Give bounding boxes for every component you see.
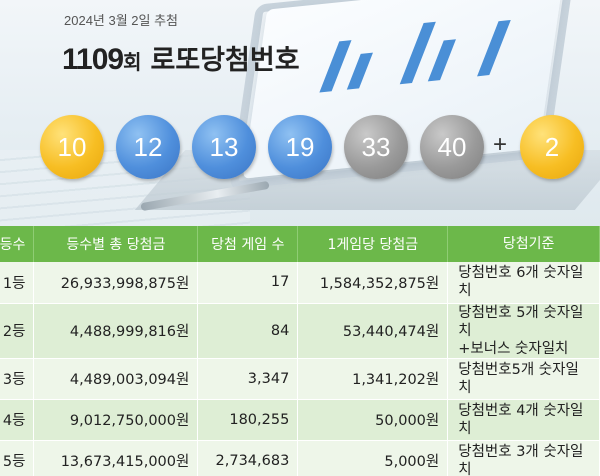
- per-game-prize-cell: 1,584,352,875원: [297, 262, 449, 304]
- page-title: 1109회 로또당첨번호: [62, 38, 300, 77]
- number-ball: 13: [192, 115, 256, 179]
- header-winner-count: 당첨 게임 수: [197, 226, 299, 262]
- total-prize-cell: 13,673,415,000원: [33, 440, 199, 476]
- total-prize-cell: 9,012,750,000원: [33, 399, 199, 441]
- per-game-prize-cell: 5,000원: [297, 440, 449, 476]
- per-game-prize-cell: 50,000원: [297, 399, 449, 441]
- header-criteria: 당첨기준: [447, 226, 600, 262]
- table-row: 5등 13,673,415,000원 2,734,683 5,000원 당첨번호…: [0, 440, 600, 476]
- draw-date: 2024년 3월 2일 추첨: [64, 13, 179, 28]
- rank-cell: 2등: [0, 303, 35, 359]
- total-prize-cell: 26,933,998,875원: [33, 262, 199, 304]
- total-prize-cell: 4,489,003,094원: [33, 358, 199, 400]
- rank-cell: 4등: [0, 399, 35, 441]
- table-header-row: 등수 등수별 총 당첨금 당첨 게임 수 1게임당 당첨금 당첨기준: [0, 226, 600, 262]
- rank-cell: 5등: [0, 440, 35, 476]
- number-ball: 10: [40, 115, 104, 179]
- criteria-cell: 당첨번호 5개 숫자일치 +보너스 숫자일치: [447, 303, 600, 359]
- criteria-cell: 당첨번호 3개 숫자일치: [447, 440, 600, 476]
- table-row: 4등 9,012,750,000원 180,255 50,000원 당첨번호 4…: [0, 399, 600, 441]
- prize-table: 등수 등수별 총 당첨금 당첨 게임 수 1게임당 당첨금 당첨기준 1등 26…: [0, 226, 600, 476]
- winner-count-cell: 3,347: [197, 358, 299, 400]
- winner-count-cell: 2,734,683: [197, 440, 299, 476]
- number-ball: 19: [268, 115, 332, 179]
- rank-cell: 1등: [0, 262, 35, 304]
- banner: 2024년 3월 2일 추첨 1109회 로또당첨번호 10 12 13 19 …: [0, 0, 600, 226]
- per-game-prize-cell: 1,341,202원: [297, 358, 449, 400]
- number-ball: 33: [344, 115, 408, 179]
- table-row: 2등 4,488,999,816원 84 53,440,474원 당첨번호 5개…: [0, 303, 600, 359]
- criteria-cell: 당첨번호5개 숫자일치: [447, 358, 600, 400]
- criteria-cell: 당첨번호 6개 숫자일치: [447, 262, 600, 304]
- table-row: 1등 26,933,998,875원 17 1,584,352,875원 당첨번…: [0, 262, 600, 304]
- round-number: 1109회: [62, 43, 142, 76]
- winner-count-cell: 84: [197, 303, 299, 359]
- criteria-line-bonus: +보너스 숫자일치: [458, 340, 569, 357]
- bonus-number-ball: 2: [520, 115, 584, 179]
- header-total-prize: 등수별 총 당첨금: [33, 226, 199, 262]
- per-game-prize-cell: 53,440,474원: [297, 303, 449, 359]
- criteria-cell: 당첨번호 4개 숫자일치: [447, 399, 600, 441]
- winner-count-cell: 17: [197, 262, 299, 304]
- header-rank: 등수: [0, 226, 35, 262]
- winner-count-cell: 180,255: [197, 399, 299, 441]
- criteria-line: 당첨번호 5개 숫자일치: [458, 304, 584, 339]
- title-text: 로또당첨번호: [150, 45, 300, 76]
- rank-cell: 3등: [0, 358, 35, 400]
- header-per-game-prize: 1게임당 당첨금: [297, 226, 449, 262]
- number-ball: 12: [116, 115, 180, 179]
- plus-sign: +: [493, 131, 508, 158]
- table-row: 3등 4,489,003,094원 3,347 1,341,202원 당첨번호5…: [0, 358, 600, 400]
- number-ball: 40: [420, 115, 484, 179]
- total-prize-cell: 4,488,999,816원: [33, 303, 199, 359]
